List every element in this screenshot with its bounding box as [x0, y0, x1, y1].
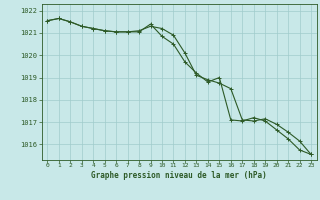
X-axis label: Graphe pression niveau de la mer (hPa): Graphe pression niveau de la mer (hPa) [91, 171, 267, 180]
